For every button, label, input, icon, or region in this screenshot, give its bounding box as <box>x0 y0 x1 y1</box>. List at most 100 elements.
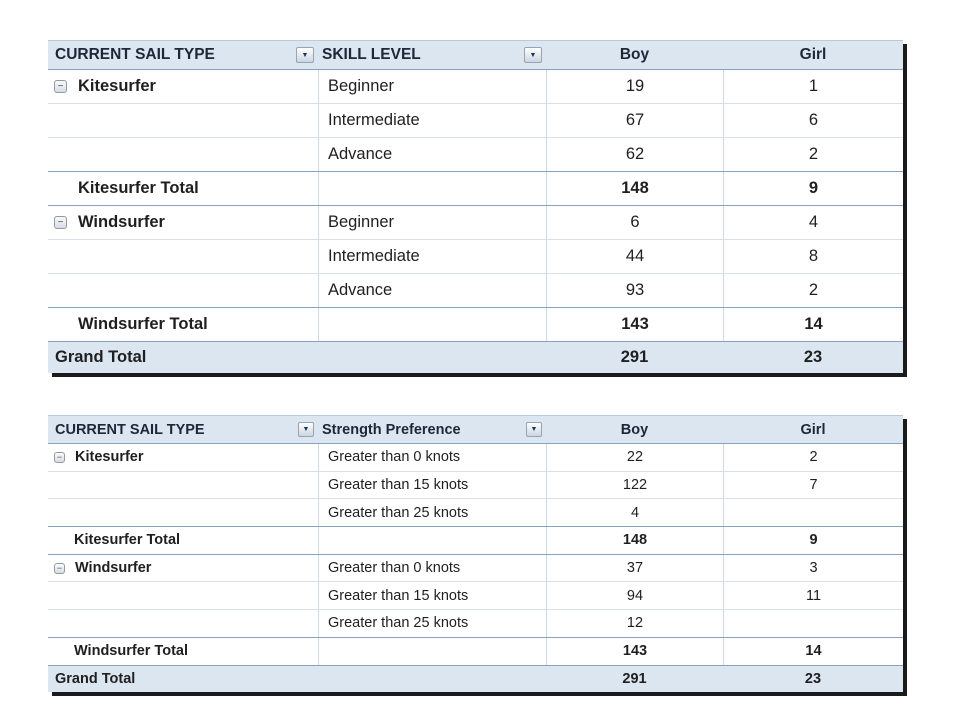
sail-type-cell[interactable]: − Windsurfer <box>48 206 318 239</box>
girl-value-cell[interactable]: 2 <box>723 444 903 471</box>
boy-value-cell[interactable]: 291 <box>546 666 723 692</box>
boy-value-cell[interactable]: 122 <box>546 471 723 499</box>
boy-value: 143 <box>622 643 648 660</box>
sail-type-cell[interactable] <box>48 138 318 171</box>
girl-value-cell[interactable] <box>723 499 903 527</box>
category-cell[interactable] <box>318 308 546 341</box>
boy-value-cell[interactable]: 4 <box>546 499 723 527</box>
collapse-button[interactable]: − <box>54 562 65 574</box>
boy-value-cell[interactable]: 93 <box>546 274 723 307</box>
sail-type-cell[interactable]: − Windsurfer <box>48 555 318 582</box>
boy-value-cell[interactable]: 148 <box>546 172 723 205</box>
category-cell[interactable]: Intermediate <box>318 240 546 273</box>
girl-value-cell[interactable]: 23 <box>723 342 903 373</box>
category-cell[interactable] <box>318 666 546 692</box>
girl-value: 9 <box>809 532 818 549</box>
girl-value-cell[interactable]: 23 <box>723 666 903 692</box>
column-header-girl[interactable]: Girl <box>723 41 903 69</box>
boy-value-cell[interactable]: 143 <box>546 637 723 665</box>
category-cell[interactable] <box>318 342 546 373</box>
girl-value-cell[interactable]: 9 <box>723 172 903 205</box>
group-label: Kitesurfer <box>75 449 144 466</box>
category-cell[interactable]: Greater than 0 knots <box>318 444 546 471</box>
filter-dropdown-button-strength-preference[interactable]: ▼ <box>526 422 542 437</box>
girl-value: 14 <box>805 643 822 660</box>
boy-value-cell[interactable]: 44 <box>546 240 723 273</box>
sail-type-cell[interactable] <box>48 582 318 609</box>
boy-value-cell[interactable]: 19 <box>546 70 723 103</box>
girl-value-cell[interactable]: 2 <box>723 138 903 171</box>
collapse-button[interactable]: − <box>54 216 67 229</box>
girl-value-cell[interactable]: 8 <box>723 240 903 273</box>
boy-value-cell[interactable]: 62 <box>546 138 723 171</box>
column-header-skill-level[interactable]: SKILL LEVEL ▼ <box>318 41 546 69</box>
category-cell[interactable] <box>318 527 546 554</box>
girl-value-cell[interactable]: 14 <box>723 637 903 665</box>
sail-type-cell[interactable] <box>48 472 318 499</box>
boy-value-cell[interactable]: 94 <box>546 582 723 610</box>
sail-type-cell[interactable] <box>48 104 318 137</box>
category-cell[interactable] <box>318 637 546 665</box>
category-cell[interactable]: Greater than 15 knots <box>318 582 546 610</box>
column-header-current-sail-type[interactable]: CURRENT SAIL TYPE ▼ <box>48 41 318 69</box>
sail-type-cell[interactable]: − Kitesurfer <box>48 444 318 471</box>
girl-value: 6 <box>808 111 819 129</box>
category-cell[interactable]: Advance <box>318 274 546 307</box>
girl-value-cell[interactable]: 14 <box>723 308 903 341</box>
girl-value-cell[interactable] <box>723 610 903 637</box>
column-header-boy[interactable]: Boy <box>546 416 723 443</box>
sail-type-cell[interactable]: Kitesurfer Total <box>48 527 318 554</box>
boy-value-cell[interactable]: 67 <box>546 104 723 137</box>
category-cell[interactable]: Intermediate <box>318 104 546 137</box>
girl-value-cell[interactable]: 2 <box>723 274 903 307</box>
column-header-girl[interactable]: Girl <box>723 416 903 443</box>
sail-type-cell[interactable]: − Kitesurfer <box>48 70 318 103</box>
sail-type-cell[interactable] <box>48 274 318 307</box>
sail-type-cell[interactable] <box>48 240 318 273</box>
category-cell[interactable]: Greater than 15 knots <box>318 471 546 499</box>
sail-type-cell[interactable]: Grand Total <box>48 342 318 373</box>
sail-type-cell[interactable]: Windsurfer Total <box>48 638 318 665</box>
girl-value-cell[interactable]: 4 <box>723 206 903 239</box>
girl-value-cell[interactable]: 11 <box>723 582 903 610</box>
boy-value-cell[interactable]: 6 <box>546 206 723 239</box>
category-cell[interactable]: Greater than 0 knots <box>318 554 546 582</box>
boy-value-cell[interactable]: 148 <box>546 527 723 554</box>
boy-value-cell[interactable]: 291 <box>546 342 723 373</box>
column-header-label: Strength Preference <box>322 421 461 438</box>
boy-value-cell[interactable]: 12 <box>546 610 723 637</box>
category-cell[interactable]: Beginner <box>318 206 546 239</box>
filter-dropdown-button-current-sail-type[interactable]: ▼ <box>296 47 314 63</box>
sail-type-cell[interactable]: Grand Total <box>48 666 318 692</box>
filter-dropdown-button-skill-level[interactable]: ▼ <box>524 47 542 63</box>
pivot-header-row: CURRENT SAIL TYPE ▼ SKILL LEVEL ▼ Boy Girl <box>48 41 903 70</box>
girl-value-cell[interactable]: 6 <box>723 104 903 137</box>
filter-dropdown-button-current-sail-type[interactable]: ▼ <box>298 422 314 437</box>
girl-value-cell[interactable]: 9 <box>723 527 903 554</box>
category-cell[interactable]: Beginner <box>318 70 546 103</box>
girl-value-cell[interactable]: 3 <box>723 554 903 582</box>
column-header-boy[interactable]: Boy <box>546 41 723 69</box>
column-header-current-sail-type[interactable]: CURRENT SAIL TYPE ▼ <box>48 416 318 443</box>
girl-value-cell[interactable]: 7 <box>723 471 903 499</box>
column-header-strength-preference[interactable]: Strength Preference ▼ <box>318 416 546 443</box>
skill-level-pivot-table: CURRENT SAIL TYPE ▼ SKILL LEVEL ▼ Boy Girl − Ki… <box>48 40 903 373</box>
category-cell[interactable]: Greater than 25 knots <box>318 499 546 527</box>
collapse-button[interactable]: − <box>54 451 65 463</box>
category-cell[interactable] <box>318 172 546 205</box>
minus-icon: − <box>57 80 64 92</box>
girl-value: 4 <box>808 213 819 231</box>
sail-type-cell[interactable]: Windsurfer Total <box>48 308 318 341</box>
boy-value-cell[interactable]: 37 <box>546 554 723 582</box>
girl-value-cell[interactable]: 1 <box>723 70 903 103</box>
sail-type-cell[interactable] <box>48 499 318 526</box>
boy-value-cell[interactable]: 143 <box>546 308 723 341</box>
category-cell[interactable]: Advance <box>318 138 546 171</box>
category-cell[interactable]: Greater than 25 knots <box>318 610 546 637</box>
sail-type-cell[interactable] <box>48 610 318 637</box>
column-header-label: Boy <box>620 421 649 438</box>
boy-value: 148 <box>622 532 648 549</box>
boy-value-cell[interactable]: 22 <box>546 444 723 471</box>
collapse-button[interactable]: − <box>54 80 67 93</box>
sail-type-cell[interactable]: Kitesurfer Total <box>48 172 318 205</box>
